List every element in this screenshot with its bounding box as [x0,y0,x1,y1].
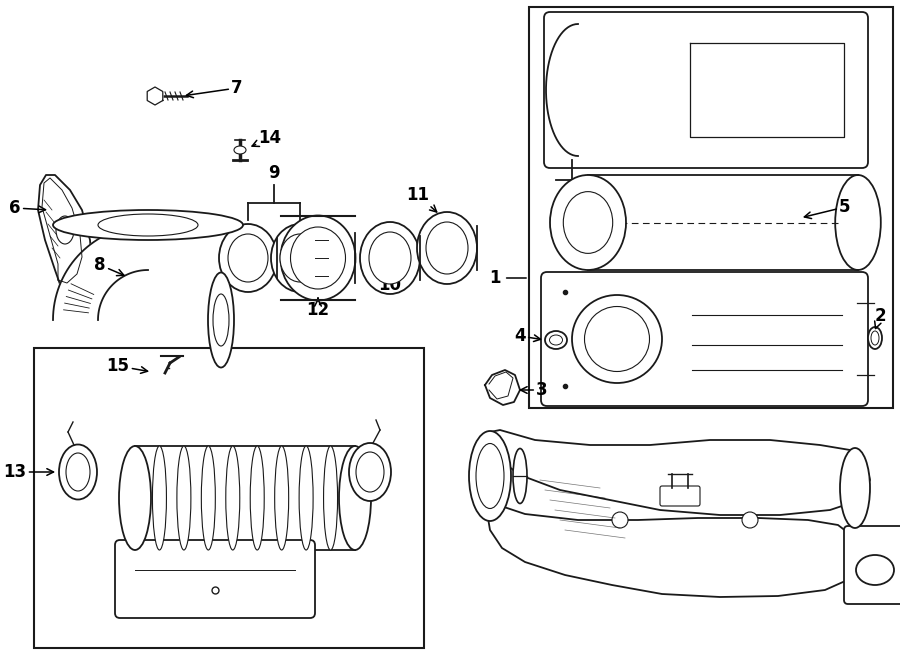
Text: 12: 12 [306,298,329,319]
Text: 1: 1 [490,269,526,287]
Ellipse shape [417,212,477,284]
Text: 7: 7 [186,79,243,98]
Polygon shape [488,430,870,515]
FancyBboxPatch shape [660,486,700,506]
Ellipse shape [226,446,239,550]
Text: 11: 11 [407,186,436,212]
Text: 4: 4 [514,327,541,345]
Ellipse shape [228,234,268,282]
FancyBboxPatch shape [115,540,315,618]
Ellipse shape [360,222,420,294]
Bar [34,348,424,648]
Text: 14: 14 [252,129,282,147]
Text: 3: 3 [520,381,548,399]
Ellipse shape [871,331,879,345]
Ellipse shape [56,216,74,244]
Ellipse shape [250,446,265,550]
Ellipse shape [119,446,151,550]
Polygon shape [148,87,163,105]
Ellipse shape [584,307,650,371]
FancyBboxPatch shape [541,272,868,406]
Text: 13: 13 [4,463,53,481]
Ellipse shape [612,512,628,528]
Ellipse shape [98,214,198,236]
Ellipse shape [213,294,229,346]
Ellipse shape [840,448,870,528]
Ellipse shape [202,446,215,550]
Text: 5: 5 [805,198,850,219]
Ellipse shape [53,210,243,240]
Ellipse shape [66,453,90,491]
Ellipse shape [550,335,562,345]
Ellipse shape [835,175,881,270]
Ellipse shape [550,175,626,270]
Ellipse shape [219,224,277,292]
Ellipse shape [572,295,662,383]
Ellipse shape [856,555,894,585]
Ellipse shape [513,449,527,504]
Ellipse shape [349,443,391,501]
Ellipse shape [469,431,511,521]
Text: 10: 10 [379,270,401,294]
Ellipse shape [563,192,613,253]
Text: 2: 2 [874,307,886,329]
Ellipse shape [426,222,468,274]
Ellipse shape [299,446,313,550]
Bar [529,7,893,408]
Ellipse shape [271,224,329,292]
Polygon shape [485,370,520,405]
Ellipse shape [208,272,234,368]
Ellipse shape [545,331,567,349]
Polygon shape [53,225,148,320]
Ellipse shape [742,512,758,528]
Text: 6: 6 [9,199,46,217]
Ellipse shape [291,227,346,289]
Text: 9: 9 [268,164,280,182]
Ellipse shape [369,232,411,284]
Polygon shape [488,500,862,597]
Ellipse shape [234,146,246,154]
Ellipse shape [177,446,191,550]
FancyBboxPatch shape [544,12,868,168]
Text: 15: 15 [106,357,148,375]
Polygon shape [38,175,92,295]
Ellipse shape [274,446,289,550]
Ellipse shape [356,452,384,492]
Ellipse shape [280,234,320,282]
FancyBboxPatch shape [844,526,900,604]
Text: 8: 8 [94,256,124,276]
Ellipse shape [324,446,338,550]
Ellipse shape [152,446,166,550]
Ellipse shape [59,444,97,500]
Ellipse shape [476,444,504,508]
Ellipse shape [281,215,356,301]
Ellipse shape [868,327,882,349]
Ellipse shape [339,446,371,550]
